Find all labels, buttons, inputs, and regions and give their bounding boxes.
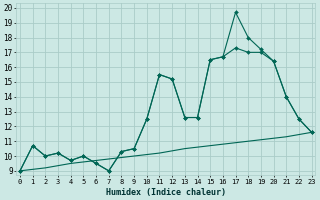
X-axis label: Humidex (Indice chaleur): Humidex (Indice chaleur) xyxy=(106,188,226,197)
